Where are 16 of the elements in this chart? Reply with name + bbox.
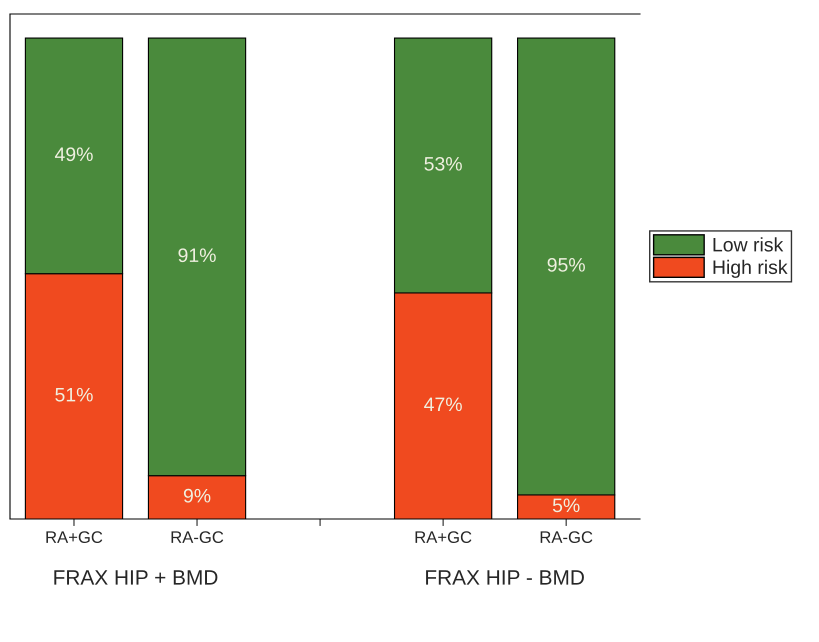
x-tick-label: RA+GC [46, 531, 102, 544]
data-label: 95% [548, 258, 585, 272]
x-tick-label: RA+GC [416, 531, 472, 544]
data-label: 47% [424, 398, 462, 412]
data-label: 91% [178, 248, 216, 262]
data-label: 51% [55, 388, 93, 402]
legend-label: High risk [714, 260, 788, 278]
x-tick-label: RA-GC [172, 531, 224, 544]
data-label: 53% [424, 156, 462, 171]
legend-label: Low risk [714, 237, 784, 252]
text: FRAX HIP - BMD [426, 570, 584, 585]
data-label: 5% [552, 498, 580, 512]
data-label: 49% [54, 147, 93, 162]
x-tick-label: RA-GC [540, 531, 592, 544]
text: FRAX HIP + BMD [54, 570, 218, 585]
data-label: 9% [184, 488, 210, 503]
